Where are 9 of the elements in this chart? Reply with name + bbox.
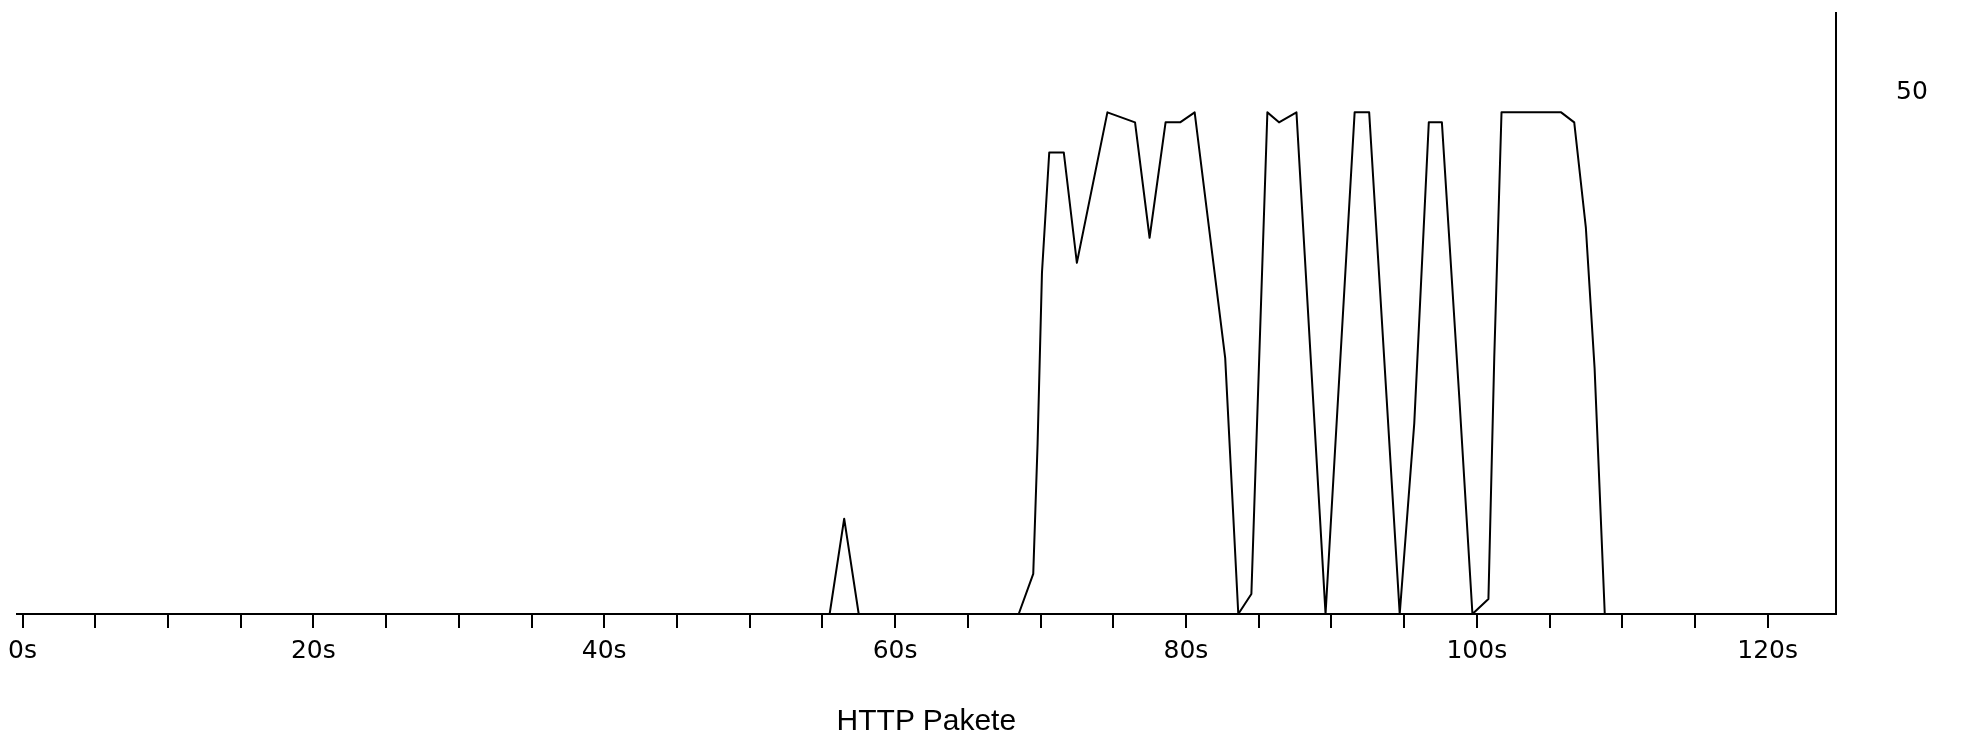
x-tick-label: 60s <box>872 634 918 664</box>
x-axis-title: HTTP Pakete <box>836 703 1017 737</box>
x-tick-label: 20s <box>290 634 336 664</box>
x-tick-label: 100s <box>1446 634 1508 664</box>
x-tick-label: 0s <box>8 634 37 664</box>
text: 50 <box>1896 75 1928 105</box>
x-tick-label: 40s <box>581 634 627 664</box>
x-tick-label: 80s <box>1163 634 1209 664</box>
x-tick-label: 120s <box>1737 634 1799 664</box>
